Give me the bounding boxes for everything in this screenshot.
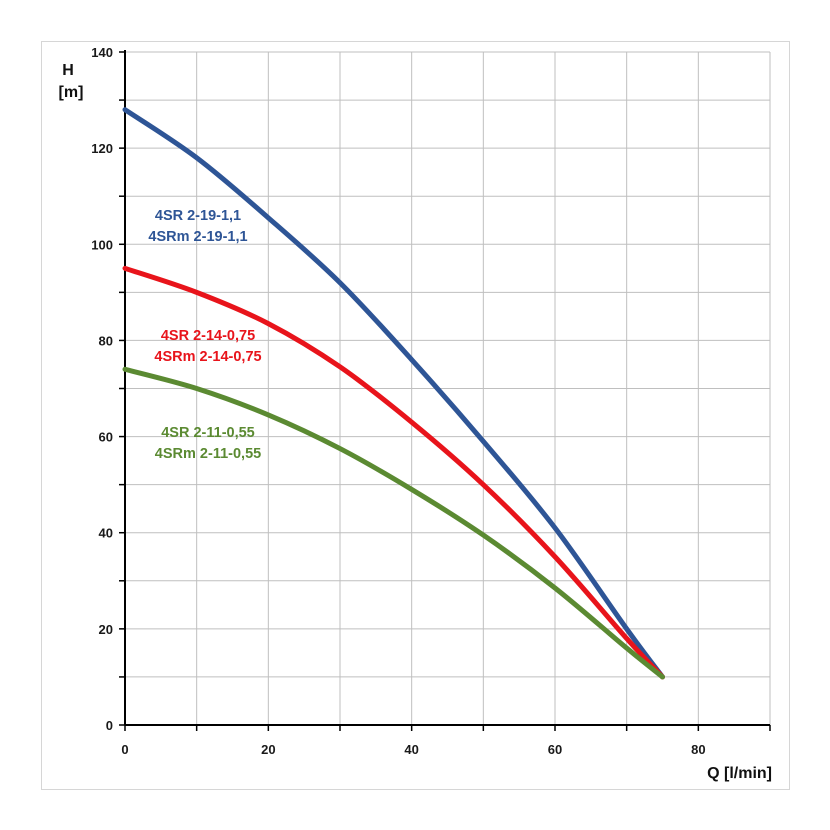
x-axis-title: Q [l/min]: [707, 765, 772, 782]
grid-layer: [125, 51, 771, 725]
x-tick-label: 60: [548, 742, 562, 757]
y-tick-label: 100: [91, 237, 113, 252]
y-tick-label: 40: [99, 526, 113, 541]
x-tick-label: 40: [404, 742, 418, 757]
y-tick-label: 120: [91, 141, 113, 156]
y-tick-label: 60: [99, 430, 113, 445]
series-line-4sr-2-11-0-55: [122, 366, 665, 680]
series-line-4sr-2-19-1-1: [122, 107, 665, 680]
series-label-4sr-2-19-1-1-line2: 4SRm 2-19-1,1: [148, 229, 247, 245]
series-label-4sr-2-19-1-1-line1: 4SR 2-19-1,1: [155, 208, 241, 224]
x-tick-label: 80: [691, 742, 705, 757]
tick-labels: 0 20 40 60 80 100 120 140 0 20 40 60 80: [91, 45, 705, 757]
series-labels: 4SR 2-19-1,1 4SRm 2-19-1,1 4SR 2-14-0,75 4S…: [148, 208, 261, 462]
series-label-4sr-2-14-0-75-line1: 4SR 2-14-0,75: [161, 328, 255, 344]
series-label-4sr-2-11-0-55-line1: 4SR 2-11-0,55: [161, 425, 255, 441]
y-tick-label: 140: [91, 45, 113, 60]
axis-layer: [119, 50, 771, 731]
series-label-4sr-2-11-0-55-line2: 4SRm 2-11-0,55: [155, 446, 261, 462]
x-tick-label: 0: [121, 742, 128, 757]
y-tick-label: 0: [106, 718, 113, 733]
chart-frame: [41, 41, 790, 790]
y-tick-label: 20: [99, 622, 113, 637]
x-tick-label: 20: [261, 742, 275, 757]
y-axis-title-symbol: H: [62, 62, 74, 79]
series-label-4sr-2-14-0-75-line2: 4SRm 2-14-0,75: [154, 349, 261, 365]
y-tick-label: 80: [99, 333, 113, 348]
series-layer: [122, 107, 665, 680]
series-line-4sr-2-14-0-75: [122, 265, 665, 680]
y-axis-title-unit: [m]: [59, 84, 84, 101]
